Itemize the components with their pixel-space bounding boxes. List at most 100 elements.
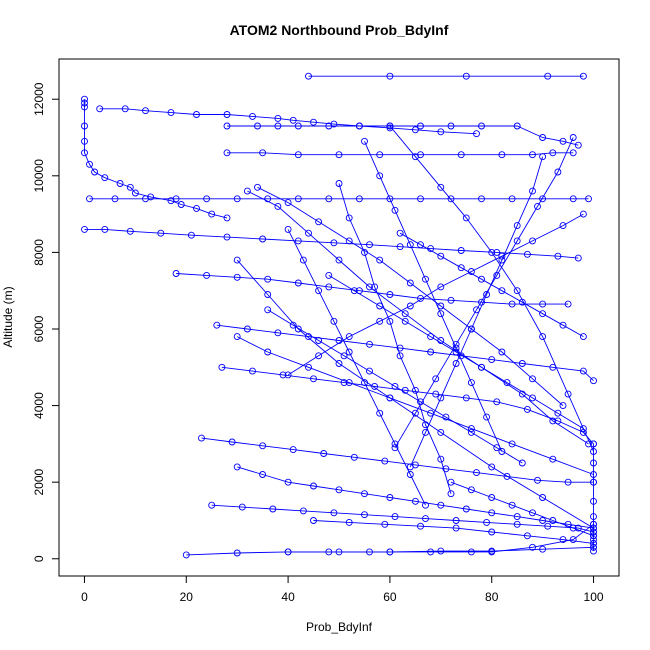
data-point	[493, 398, 501, 406]
data-point	[116, 180, 124, 187]
series-line-6	[84, 228, 579, 259]
data-point	[233, 256, 241, 264]
data-point	[590, 524, 597, 532]
data-point	[590, 478, 597, 486]
data-point	[259, 235, 267, 243]
data-point	[294, 122, 302, 130]
data-point	[432, 375, 440, 383]
data-point	[396, 352, 404, 360]
data-point	[442, 465, 450, 473]
data-point	[488, 248, 496, 256]
series-line-30	[267, 309, 523, 464]
data-point	[462, 394, 470, 402]
data-point	[386, 317, 394, 325]
data-point	[488, 463, 496, 471]
series-line-24	[409, 156, 544, 468]
data-point	[386, 548, 394, 556]
data-point	[523, 250, 531, 258]
data-point	[447, 122, 455, 130]
data-point	[396, 344, 404, 352]
data-point	[508, 440, 516, 448]
data-point	[126, 183, 134, 191]
data-point	[208, 210, 216, 218]
data-point	[193, 111, 200, 118]
data-point	[386, 494, 394, 501]
data-point	[554, 409, 562, 417]
data-point	[274, 114, 282, 122]
data-point	[534, 476, 541, 484]
data-point	[498, 256, 506, 264]
data-point	[325, 283, 333, 291]
data-point	[172, 195, 180, 203]
data-point	[437, 128, 445, 136]
data-point	[417, 522, 424, 530]
data-point	[269, 505, 277, 513]
data-point	[590, 513, 597, 521]
data-point	[254, 122, 261, 130]
x-tick-label: 80	[485, 590, 499, 604]
data-point	[483, 291, 491, 298]
series-line-10	[201, 437, 594, 483]
data-point	[559, 321, 567, 329]
data-point	[473, 130, 480, 138]
data-point	[559, 137, 567, 145]
y-tick-label: 0	[32, 555, 46, 562]
data-point	[437, 183, 445, 191]
data-point	[462, 214, 470, 222]
data-point	[569, 134, 577, 141]
data-point	[330, 509, 338, 517]
data-point	[544, 522, 552, 530]
data-point	[457, 151, 465, 159]
data-point	[381, 520, 389, 528]
data-point	[355, 195, 363, 203]
data-point	[437, 428, 445, 436]
x-tick-label: 100	[584, 590, 604, 604]
data-point	[299, 256, 307, 264]
data-point	[411, 153, 419, 161]
data-point	[554, 168, 562, 176]
data-point	[81, 137, 88, 145]
data-point	[198, 434, 205, 442]
series-line-19	[257, 186, 564, 406]
data-point	[417, 241, 424, 249]
data-point	[493, 444, 501, 452]
data-point	[590, 543, 597, 551]
data-point	[305, 72, 312, 80]
data-point	[101, 225, 109, 233]
data-point	[549, 149, 557, 157]
data-point	[422, 421, 429, 429]
data-point	[590, 377, 597, 385]
data-point	[299, 507, 307, 515]
data-point	[529, 394, 536, 402]
data-point	[523, 405, 531, 413]
data-point	[213, 321, 221, 329]
data-point	[406, 302, 414, 310]
data-point	[498, 252, 506, 260]
data-point	[401, 386, 409, 394]
series-line-28	[450, 481, 594, 537]
series-line-31	[399, 232, 584, 337]
data-point	[478, 275, 485, 283]
data-point	[289, 321, 297, 329]
data-point	[518, 390, 526, 398]
data-point	[310, 482, 317, 490]
data-point	[243, 325, 251, 333]
data-point	[386, 394, 394, 402]
data-point	[478, 298, 485, 306]
data-point	[452, 340, 460, 348]
data-point	[437, 337, 445, 344]
data-point	[478, 363, 485, 371]
data-point	[294, 237, 302, 245]
data-point	[585, 440, 592, 448]
data-point	[345, 518, 353, 526]
data-point	[274, 122, 282, 130]
data-point	[233, 333, 241, 341]
data-point	[366, 340, 373, 348]
data-point	[371, 283, 379, 291]
data-point	[218, 363, 226, 371]
data-point	[340, 379, 348, 387]
data-point	[437, 283, 445, 291]
data-point	[467, 428, 475, 436]
data-point	[574, 141, 582, 149]
data-point	[473, 469, 480, 477]
